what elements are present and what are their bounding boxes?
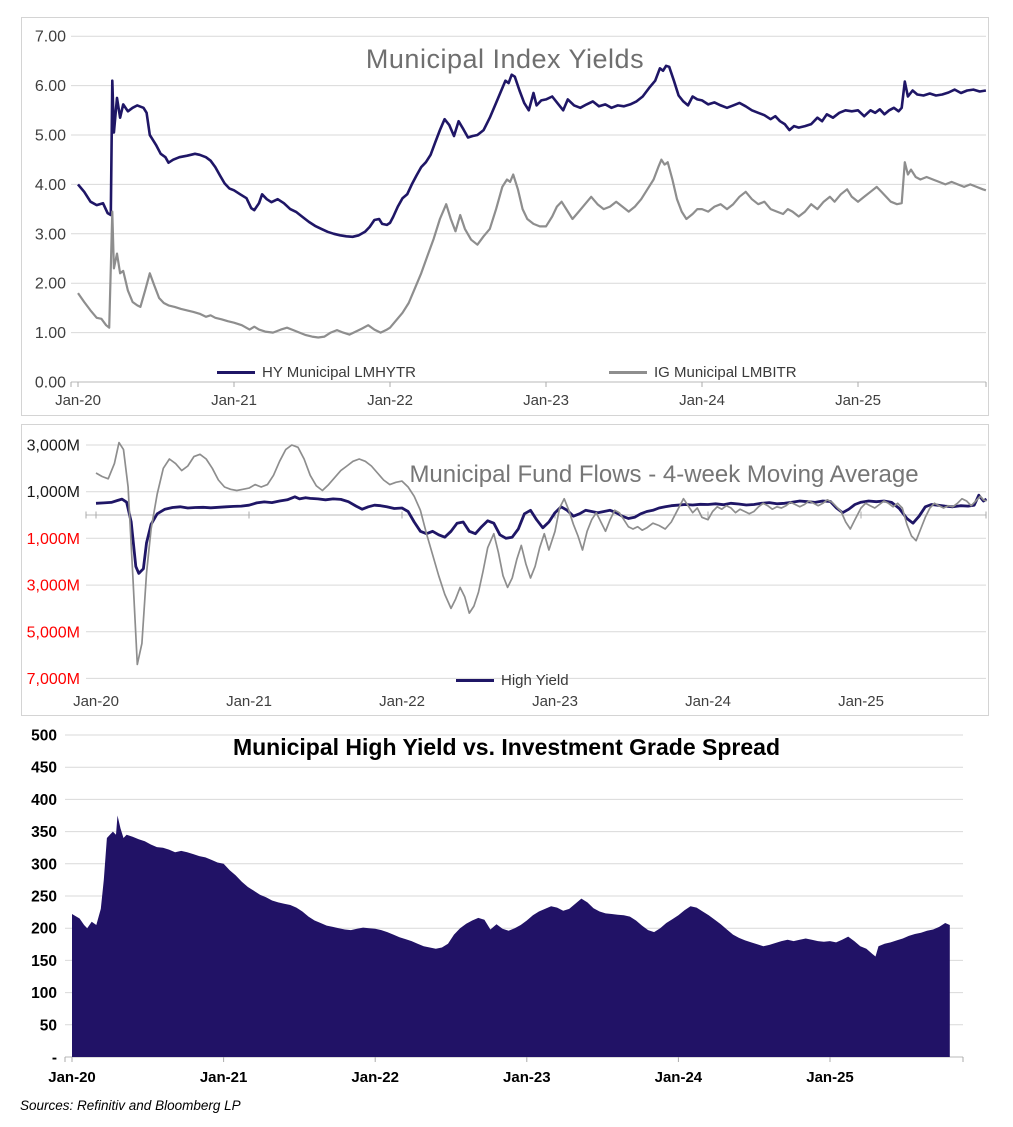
gridlines: [71, 35, 986, 334]
svg-text:Jan-24: Jan-24: [655, 1069, 703, 1086]
svg-text:0.00: 0.00: [35, 375, 66, 392]
area-series: [72, 815, 950, 1057]
svg-text:1.00: 1.00: [35, 325, 66, 342]
svg-text:2.00: 2.00: [35, 276, 66, 293]
svg-text:Jan-20: Jan-20: [48, 1069, 96, 1086]
spread-chart-panel: 500 450 400 350 300 250 200 150 100 50- Jan-20 Jan-…: [0, 722, 1013, 1097]
svg-text:Jan-21: Jan-21: [211, 392, 257, 409]
svg-text:5,000M: 5,000M: [27, 624, 80, 641]
svg-text:Jan-22: Jan-22: [379, 693, 425, 710]
fund-flows-chart-panel: 3,000M 1,000M 1,000M 3,000M 5,000M 7,000M Jan-…: [21, 424, 989, 716]
line-series-0: [77, 64, 987, 239]
svg-text:4.00: 4.00: [35, 177, 66, 194]
svg-text:1,000M: 1,000M: [27, 484, 80, 501]
hy-line-swatch: [217, 371, 255, 374]
x-axis-labels: Jan-20 Jan-21 Jan-22 Jan-23 Jan-24 Jan-25: [55, 392, 881, 409]
line-series-1: [77, 158, 987, 339]
svg-text:7,000M: 7,000M: [27, 671, 80, 688]
legend-hy-municipal: HY Municipal LMHYTR: [217, 364, 416, 381]
gridlines: [86, 444, 986, 679]
x-axis-labels: Jan-20 Jan-21 Jan-22 Jan-23 Jan-24 Jan-25: [73, 693, 884, 710]
svg-text:Jan-24: Jan-24: [679, 392, 725, 409]
svg-text:150: 150: [31, 953, 57, 970]
svg-text:Jan-20: Jan-20: [55, 392, 101, 409]
svg-text:Jan-21: Jan-21: [226, 693, 272, 710]
svg-text:250: 250: [31, 889, 57, 906]
x-axis-labels: Jan-20 Jan-21 Jan-22 Jan-23 Jan-24 Jan-25: [48, 1069, 854, 1086]
high-yield-flows-swatch: [456, 679, 494, 682]
svg-text:3,000M: 3,000M: [27, 578, 80, 595]
svg-text:450: 450: [31, 760, 57, 777]
svg-text:Jan-25: Jan-25: [838, 693, 884, 710]
svg-text:350: 350: [31, 824, 57, 841]
sources-note: Sources: Refinitiv and Bloomberg LP: [20, 1098, 241, 1113]
svg-text:400: 400: [31, 792, 57, 809]
svg-text:Jan-22: Jan-22: [351, 1069, 399, 1086]
fund-flows-chart-plot: 3,000M 1,000M 1,000M 3,000M 5,000M 7,000M Jan-…: [27, 438, 988, 710]
y-axis-labels: 500 450 400 350 300 250 200 150 100 50 -: [31, 728, 57, 1067]
svg-text:Jan-20: Jan-20: [73, 693, 119, 710]
svg-text:300: 300: [31, 856, 57, 873]
svg-text:Jan-23: Jan-23: [532, 693, 578, 710]
svg-text:Jan-23: Jan-23: [523, 392, 569, 409]
svg-text:500: 500: [31, 728, 57, 745]
legend-ig-municipal: IG Municipal LMBITR: [609, 364, 797, 381]
svg-text:7.00: 7.00: [35, 29, 66, 46]
svg-text:Jan-24: Jan-24: [685, 693, 731, 710]
x-axis-ticks: [64, 1057, 964, 1062]
legend-label-ig: IG Municipal LMBITR: [654, 364, 797, 381]
svg-text:Jan-25: Jan-25: [806, 1069, 854, 1086]
svg-text:50: 50: [40, 1017, 57, 1034]
svg-text:5.00: 5.00: [35, 128, 66, 145]
x-axis-ticks: [70, 382, 987, 387]
line-series-0: [95, 493, 988, 575]
svg-text:200: 200: [31, 921, 57, 938]
svg-text:Jan-22: Jan-22: [367, 392, 413, 409]
svg-text:Jan-21: Jan-21: [200, 1069, 248, 1086]
svg-text:Jan-25: Jan-25: [835, 392, 881, 409]
svg-text:3,000M: 3,000M: [27, 438, 80, 455]
ig-line-swatch: [609, 371, 647, 374]
legend-high-yield-flows: High Yield: [456, 672, 569, 689]
svg-text:6.00: 6.00: [35, 78, 66, 95]
legend-label-hy: HY Municipal LMHYTR: [262, 364, 416, 381]
legend-label-high-yield: High Yield: [501, 672, 569, 689]
yields-chart-panel: 7.00 6.00 5.00 4.00 3.00 2.00 1.00 0.00 Jan-20 Ja…: [21, 17, 989, 416]
line-series-1: [95, 441, 987, 666]
y-axis-labels: 7.00 6.00 5.00 4.00 3.00 2.00 1.00 0.00: [35, 29, 66, 392]
svg-text:-: -: [52, 1050, 57, 1067]
svg-text:3.00: 3.00: [35, 226, 66, 243]
y-axis-labels: 3,000M 1,000M 1,000M 3,000M 5,000M 7,000M: [27, 438, 80, 688]
svg-text:100: 100: [31, 985, 57, 1002]
svg-text:1,000M: 1,000M: [27, 531, 80, 548]
svg-text:Jan-23: Jan-23: [503, 1069, 551, 1086]
